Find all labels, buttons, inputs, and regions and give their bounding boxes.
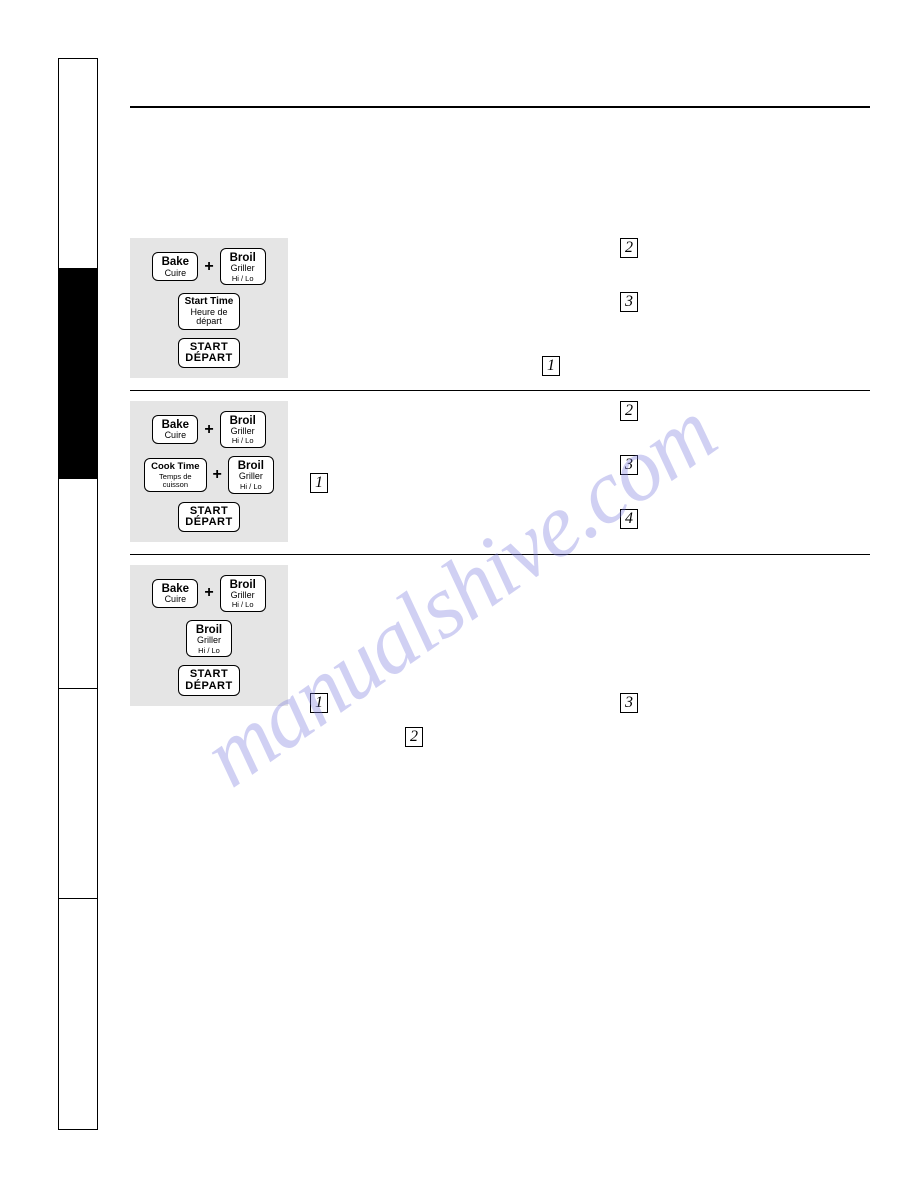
panel-row: Bake Cuire + Broil Griller Hi / Lo — [152, 248, 265, 285]
btn-sublabel: Griller — [235, 472, 267, 481]
step-number: 3 — [620, 455, 638, 475]
step-number: 3 — [620, 693, 638, 713]
step-col-right: 2 3 — [620, 238, 870, 376]
step-3: 3 — [620, 292, 870, 312]
step-number: 3 — [620, 292, 638, 312]
start-button[interactable]: START DÉPART — [178, 665, 239, 695]
btn-sublabel2: Hi / Lo — [193, 647, 225, 655]
btn-sublabel: DÉPART — [185, 681, 232, 693]
broil-button[interactable]: Broil Griller Hi / Lo — [220, 248, 266, 285]
step-number: 2 — [405, 727, 423, 747]
section-divider — [130, 554, 870, 555]
broil-button[interactable]: Broil Griller Hi / Lo — [220, 575, 266, 612]
btn-sublabel: DÉPART — [185, 353, 232, 365]
steps-area-3: 1 3 2 — [310, 565, 870, 747]
step-col-left: 1 — [310, 565, 560, 713]
plus-icon: + — [213, 466, 222, 484]
panel-row: Cook Time Temps de cuisson + Broil Grill… — [144, 456, 274, 493]
step-col-right: 3 — [620, 565, 870, 713]
btn-sublabel: Temps de — [151, 473, 199, 481]
section-2: Bake Cuire + Broil Griller Hi / Lo Cook … — [130, 401, 870, 542]
btn-label: Bake — [159, 256, 191, 268]
btn-sublabel: Cuire — [159, 595, 191, 604]
section-divider — [130, 390, 870, 391]
top-rule — [130, 106, 870, 108]
steps-area-2: 1 2 3 4 — [310, 401, 870, 529]
plus-icon: + — [204, 421, 213, 439]
section-1: Bake Cuire + Broil Griller Hi / Lo Start… — [130, 238, 870, 378]
btn-sublabel2: départ — [185, 317, 234, 326]
step-1: 1 — [542, 356, 560, 376]
button-panel-1: Bake Cuire + Broil Griller Hi / Lo Start… — [130, 238, 288, 378]
step-col-left: 1 — [310, 238, 560, 376]
step-number: 1 — [310, 693, 328, 713]
cook-time-button[interactable]: Cook Time Temps de cuisson — [144, 458, 206, 493]
plus-icon: + — [204, 584, 213, 602]
btn-sublabel2: Hi / Lo — [227, 437, 259, 445]
step-4: 4 — [620, 509, 870, 529]
step-number: 1 — [542, 356, 560, 376]
btn-sublabel2: cuisson — [151, 481, 199, 489]
button-panel-2: Bake Cuire + Broil Griller Hi / Lo Cook … — [130, 401, 288, 542]
steps-area-1: 1 2 3 — [310, 238, 870, 376]
step-number: 4 — [620, 509, 638, 529]
btn-sublabel: Griller — [227, 264, 259, 273]
step-2: 2 — [620, 401, 870, 421]
step-number: 1 — [310, 473, 328, 493]
side-tab-strip — [58, 58, 98, 1130]
btn-sublabel: Cuire — [159, 431, 191, 440]
side-tab-1 — [59, 59, 97, 269]
btn-sublabel: Griller — [193, 636, 225, 645]
side-tab-5 — [59, 899, 97, 1129]
step-number: 2 — [620, 238, 638, 258]
bake-button[interactable]: Bake Cuire — [152, 252, 198, 281]
btn-sublabel2: Hi / Lo — [227, 601, 259, 609]
btn-sublabel: DÉPART — [185, 517, 232, 529]
side-tab-4 — [59, 689, 97, 899]
broil-button[interactable]: Broil Griller Hi / Lo — [186, 620, 232, 657]
side-tab-2 — [59, 269, 97, 479]
broil-button[interactable]: Broil Griller Hi / Lo — [228, 456, 274, 493]
step-col-right: 2 3 4 — [620, 401, 870, 529]
plus-icon: + — [204, 258, 213, 276]
start-button[interactable]: START DÉPART — [178, 502, 239, 532]
start-button[interactable]: START DÉPART — [178, 338, 239, 368]
side-tab-3 — [59, 479, 97, 689]
step-number: 2 — [620, 401, 638, 421]
btn-sublabel: Cuire — [159, 269, 191, 278]
btn-sublabel2: Hi / Lo — [227, 275, 259, 283]
step-3: 3 — [620, 455, 870, 475]
section-3: Bake Cuire + Broil Griller Hi / Lo Broil… — [130, 565, 870, 747]
btn-sublabel: Griller — [227, 427, 259, 436]
step-col-left: 1 — [310, 401, 560, 529]
btn-sublabel: Griller — [227, 591, 259, 600]
bake-button[interactable]: Bake Cuire — [152, 579, 198, 608]
step-2: 2 — [620, 238, 870, 258]
step-2-row: 2 — [405, 727, 870, 747]
step-1: 1 — [310, 473, 560, 493]
panel-row: Bake Cuire + Broil Griller Hi / Lo — [152, 575, 265, 612]
step-1: 1 — [310, 693, 560, 713]
button-panel-3: Bake Cuire + Broil Griller Hi / Lo Broil… — [130, 565, 288, 706]
btn-label: Broil — [227, 579, 259, 591]
start-time-button[interactable]: Start Time Heure de départ — [178, 293, 241, 329]
btn-label: Cook Time — [151, 462, 199, 472]
broil-button[interactable]: Broil Griller Hi / Lo — [220, 411, 266, 448]
step-3: 3 — [620, 693, 870, 713]
bake-button[interactable]: Bake Cuire — [152, 415, 198, 444]
panel-row: Bake Cuire + Broil Griller Hi / Lo — [152, 411, 265, 448]
btn-sublabel2: Hi / Lo — [235, 483, 267, 491]
page-content: Bake Cuire + Broil Griller Hi / Lo Start… — [130, 58, 870, 747]
